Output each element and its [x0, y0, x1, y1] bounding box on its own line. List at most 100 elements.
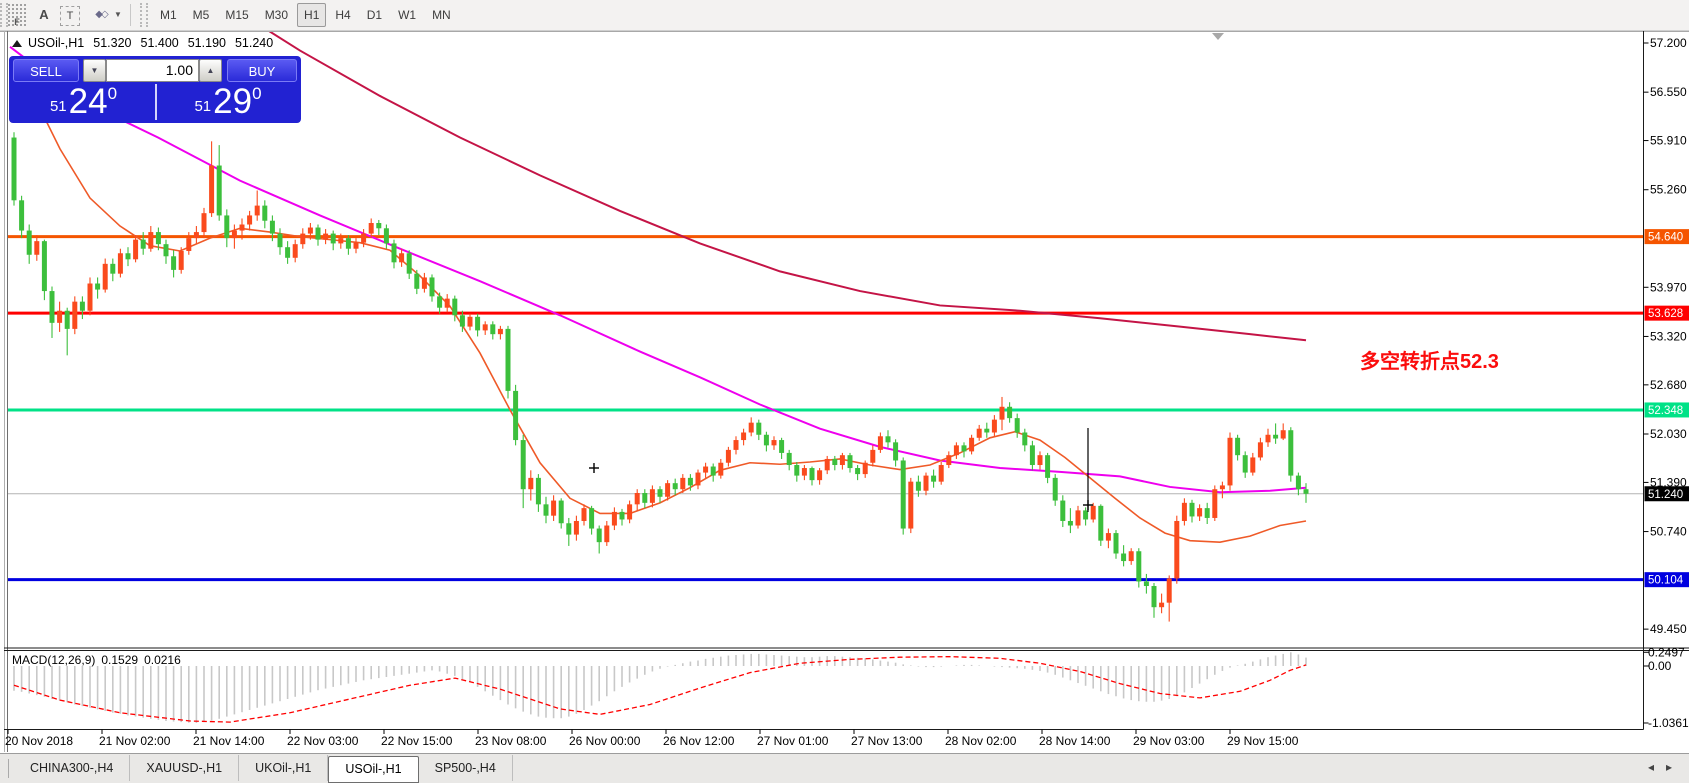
sell-price[interactable]: 51240 — [13, 82, 154, 122]
svg-text:27 Nov 13:00: 27 Nov 13:00 — [851, 734, 923, 748]
arrow-text-tool-icon[interactable]: A — [39, 7, 49, 22]
svg-text:29 Nov 15:00: 29 Nov 15:00 — [1227, 734, 1299, 748]
timeframe-button-m15[interactable]: M15 — [225, 8, 249, 22]
sell-price-main: 24 — [68, 82, 108, 121]
macd-panel — [13, 652, 1307, 723]
svg-text:54.640: 54.640 — [1648, 232, 1683, 244]
tabs-scroll-right-icon[interactable]: ▸ — [1666, 760, 1685, 774]
tabbar-separator — [8, 759, 9, 778]
svg-text:57.200: 57.200 — [1650, 36, 1687, 50]
svg-text:26 Nov 12:00: 26 Nov 12:00 — [663, 734, 735, 748]
timeframe-button-h1[interactable]: H1 — [297, 3, 327, 27]
svg-text:51.240: 51.240 — [1648, 489, 1683, 501]
timeframe-button-w1[interactable]: W1 — [398, 8, 417, 22]
svg-text:55.910: 55.910 — [1650, 134, 1687, 148]
time-axis[interactable]: 20 Nov 2018 21 Nov 02:00 21 Nov 14:00 22 No… — [5, 729, 1299, 749]
timeframe-button-mn[interactable]: MN — [432, 8, 451, 22]
candlesticks — [11, 132, 1309, 622]
chart-annotation-text: 多空转折点52.3 — [1360, 351, 1499, 373]
svg-text:55.260: 55.260 — [1650, 183, 1687, 197]
chart-tab-ukoilh1[interactable]: UKOil-,H1 — [239, 755, 329, 781]
sell-button[interactable]: SELL — [13, 59, 79, 82]
macd-indicator-label: MACD(12,26,9) 0.1529 0.0216 — [12, 653, 187, 667]
shapes-tool-icon[interactable]: ◆◇ — [95, 9, 108, 20]
macd-signal-value: 0.0216 — [144, 653, 181, 667]
svg-text:53.970: 53.970 — [1650, 280, 1687, 294]
svg-text:21 Nov 02:00: 21 Nov 02:00 — [99, 734, 171, 748]
chart-tab-china300h4[interactable]: CHINA300-,H4 — [14, 755, 131, 781]
sell-price-pip: 0 — [107, 84, 118, 103]
toolbar: F A T ◆◇ ▼ M1 M5 M15 M30 H1 H4 D1 W1 MN — [0, 0, 1689, 31]
svg-text:52.348: 52.348 — [1648, 405, 1683, 417]
timeframe-button-m1[interactable]: M1 — [160, 8, 177, 22]
svg-text:27 Nov 01:00: 27 Nov 01:00 — [757, 734, 829, 748]
chart-objects[interactable] — [589, 33, 1224, 512]
buy-price[interactable]: 51290 — [159, 82, 297, 122]
toolbar-separator — [130, 4, 131, 26]
svg-text:22 Nov 03:00: 22 Nov 03:00 — [287, 734, 359, 748]
ohlc-open: 51.320 — [93, 36, 132, 50]
svg-text:20 Nov 2018: 20 Nov 2018 — [5, 734, 73, 748]
timeframe-button-h4[interactable]: H4 — [335, 8, 351, 22]
svg-text:23 Nov 08:00: 23 Nov 08:00 — [475, 734, 547, 748]
svg-text:53.628: 53.628 — [1648, 308, 1683, 320]
svg-text:28 Nov 14:00: 28 Nov 14:00 — [1039, 734, 1111, 748]
timeframe-button-m5[interactable]: M5 — [192, 8, 210, 22]
one-click-trade-panel: SELL ▼ 1.00 ▲ BUY 51240 51290 — [9, 56, 301, 123]
volume-increase-button[interactable]: ▲ — [199, 59, 222, 82]
chart-frame — [0, 31, 1689, 752]
ma-fast-line — [29, 88, 1307, 543]
chart-tab-xauusdh1[interactable]: XAUUSD-,H1 — [130, 755, 240, 781]
symbol-period: USOil-,H1 — [28, 36, 85, 50]
price-divider — [155, 84, 157, 120]
svg-text:0.00: 0.00 — [1648, 659, 1672, 673]
svg-text:21 Nov 14:00: 21 Nov 14:00 — [193, 734, 265, 748]
buy-price-pip: 0 — [252, 84, 262, 103]
svg-text:56.550: 56.550 — [1650, 85, 1687, 99]
svg-text:49.450: 49.450 — [1650, 622, 1687, 636]
svg-text:0.2497: 0.2497 — [1648, 645, 1685, 659]
macd-main-value: 0.1529 — [101, 653, 139, 667]
ohlc-high: 51.400 — [140, 36, 179, 50]
timeframe-buttons: M1 M5 M15 M30 H1 H4 D1 W1 MN — [152, 3, 459, 27]
timeframe-button-d1[interactable]: D1 — [366, 8, 383, 22]
volume-decrease-button[interactable]: ▼ — [83, 59, 106, 82]
svg-text:22 Nov 15:00: 22 Nov 15:00 — [381, 734, 453, 748]
svg-text:50.740: 50.740 — [1650, 525, 1687, 539]
chart-header: USOil-,H1 51.320 51.400 51.190 51.240 — [12, 36, 282, 50]
svg-text:51.390: 51.390 — [1650, 475, 1687, 489]
svg-text:29 Nov 03:00: 29 Nov 03:00 — [1133, 734, 1205, 748]
chevron-down-icon[interactable]: ▼ — [114, 10, 122, 19]
horizontal-level-lines — [8, 235, 1644, 582]
text-label-tool-icon[interactable]: T — [60, 6, 80, 26]
collapse-triangle-icon[interactable] — [12, 40, 22, 47]
buy-price-int: 51 — [194, 98, 212, 115]
volume-input[interactable]: 1.00 — [106, 59, 199, 82]
buy-price-main: 29 — [213, 82, 253, 121]
chart-tab-sp500h4[interactable]: SP500-,H4 — [419, 755, 513, 781]
chart-tab-usoilh1[interactable]: USOil-,H1 — [328, 756, 419, 783]
svg-text:26 Nov 00:00: 26 Nov 00:00 — [569, 734, 641, 748]
fibonacci-tool-icon[interactable]: F — [6, 3, 28, 27]
timeframe-button-m30[interactable]: M30 — [264, 8, 289, 22]
svg-text:52.680: 52.680 — [1650, 378, 1687, 392]
svg-text:50.104: 50.104 — [1648, 575, 1684, 587]
chart-shift-triangle-icon — [1212, 33, 1224, 40]
toolbar-drag-handle-2[interactable] — [140, 3, 148, 27]
tabs-scroll-left-icon[interactable]: ◂ — [1648, 760, 1667, 774]
ohlc-low: 51.190 — [187, 36, 226, 50]
svg-text:53.320: 53.320 — [1650, 329, 1687, 343]
svg-text:28 Nov 02:00: 28 Nov 02:00 — [945, 734, 1017, 748]
macd-signal-line — [13, 655, 1307, 723]
price-axis[interactable]: 57.200 56.550 55.910 55.260 53.970 53.320 52.6… — [1643, 36, 1689, 730]
macd-name: MACD(12,26,9) — [12, 653, 96, 667]
svg-text:-1.0361: -1.0361 — [1648, 716, 1689, 730]
ma-slow-line — [268, 32, 1307, 342]
sell-price-int: 51 — [49, 98, 67, 115]
chart-tabs: CHINA300-,H4 XAUUSD-,H1 UKOil-,H1 USOil-,H1… — [14, 755, 513, 783]
buy-button[interactable]: BUY — [227, 59, 297, 82]
chart-tab-bar: CHINA300-,H4 XAUUSD-,H1 UKOil-,H1 USOil-,H1… — [0, 753, 1689, 783]
svg-text:52.030: 52.030 — [1650, 427, 1687, 441]
